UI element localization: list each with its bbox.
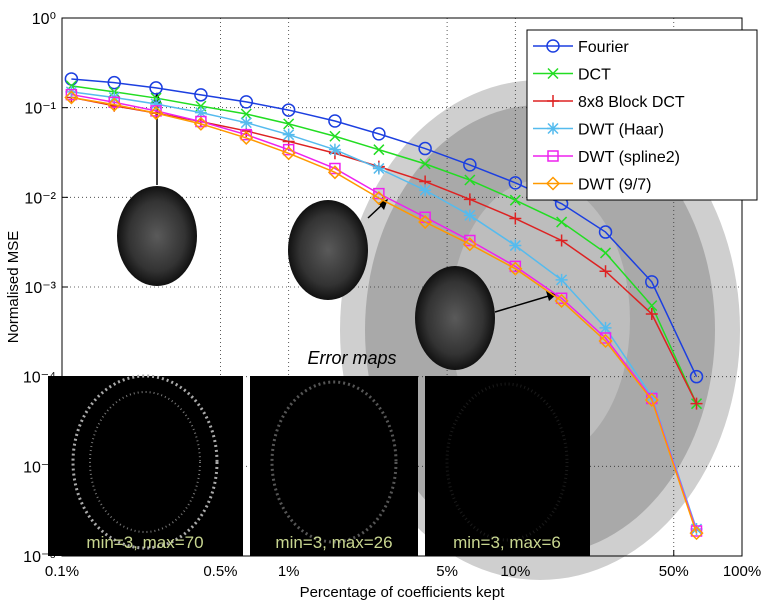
- marker: [283, 118, 295, 130]
- marker: [150, 97, 163, 110]
- marker: [599, 265, 612, 278]
- x-tick-label: 5%: [436, 563, 458, 580]
- marker: [281, 103, 296, 117]
- marker: [645, 307, 658, 320]
- marker: [107, 97, 122, 112]
- marker: [509, 212, 522, 225]
- marker: [149, 81, 163, 95]
- marker: [547, 122, 559, 135]
- marker: [556, 216, 568, 228]
- x-tick-label: 50%: [659, 563, 689, 580]
- y-tick-label: 10⁰: [32, 11, 56, 28]
- marker: [546, 39, 560, 53]
- marker: [418, 214, 433, 230]
- marker: [689, 526, 704, 541]
- map-label: min=3, max=6: [453, 533, 561, 552]
- marker: [690, 397, 703, 410]
- marker: [149, 106, 164, 121]
- marker: [598, 225, 613, 239]
- x-tick-label: 0.5%: [203, 563, 237, 580]
- marker: [646, 300, 658, 312]
- marker: [508, 261, 523, 276]
- marker: [554, 293, 569, 308]
- legend-label: DCT: [578, 67, 611, 84]
- marker: [462, 237, 477, 252]
- marker: [463, 158, 477, 172]
- x-tick-label: 10%: [500, 563, 530, 580]
- series-line: [71, 78, 698, 377]
- marker: [282, 128, 295, 141]
- marker: [600, 247, 612, 259]
- images: [48, 92, 590, 556]
- marker: [547, 150, 559, 162]
- marker: [193, 116, 208, 131]
- x-tick-label: 100%: [723, 563, 761, 580]
- marker: [418, 141, 432, 156]
- marker: [689, 369, 704, 384]
- axes-frame: [61, 17, 743, 557]
- legend-label: 8x8 Block DCT: [578, 94, 685, 111]
- marker: [545, 176, 561, 191]
- marker: [240, 108, 252, 120]
- map-label: min=3, max=70: [86, 533, 203, 552]
- series-line: [71, 96, 698, 534]
- plot: 0.1% 0.5% 1% 5% 10% 50% 100% 10⁰ 10⁻¹ 10⁻² 10⁻³ 10⁻…: [23, 11, 761, 580]
- y-tick-label: 10⁻⁴: [23, 370, 56, 387]
- marker: [463, 209, 476, 222]
- marker: [508, 176, 523, 190]
- marker: [645, 390, 658, 403]
- x-tick-label: 1%: [278, 563, 300, 580]
- legend-label: Fourier: [578, 39, 629, 56]
- marker: [372, 127, 386, 141]
- x-tick-label: 0.1%: [45, 563, 79, 580]
- marker: [372, 162, 385, 175]
- marker: [598, 333, 613, 349]
- y-tick-label: 10⁻⁵: [23, 459, 56, 476]
- marker: [239, 95, 254, 109]
- marker: [509, 194, 521, 206]
- marker: [419, 184, 432, 197]
- marker: [509, 239, 522, 252]
- marker: [599, 321, 612, 334]
- marker: [64, 90, 79, 105]
- marker: [419, 158, 431, 170]
- y-tick-label: 10⁻⁶: [23, 549, 56, 566]
- map-label: min=3, max=26: [275, 533, 392, 552]
- marker: [547, 67, 559, 80]
- y-tick-label: 10⁻¹: [24, 101, 56, 118]
- y-axis-label: Normalised MSE: [5, 231, 22, 344]
- marker: [281, 146, 296, 161]
- y-tick-label: 10⁻²: [24, 190, 56, 207]
- annotation-heading: Error maps: [307, 348, 396, 368]
- marker: [329, 130, 341, 142]
- marker: [371, 191, 386, 206]
- y-tick-label: 10⁻³: [24, 280, 56, 297]
- legend-label: DWT (Haar): [578, 122, 664, 139]
- marker: [555, 234, 568, 247]
- marker: [240, 116, 253, 129]
- series-line: [71, 93, 698, 532]
- x-axis-label: Percentage of coefficients kept: [300, 584, 506, 601]
- marker: [107, 75, 121, 90]
- marker: [555, 273, 568, 286]
- marker: [645, 275, 659, 289]
- marker: [327, 165, 342, 180]
- marker: [328, 143, 341, 156]
- marker: [373, 144, 385, 156]
- marker: [194, 106, 207, 119]
- legend-label: DWT (9/7): [578, 177, 651, 194]
- legend: Fourier DCT 8x8 Block DCT DWT (Haar) DWT (sp…: [526, 29, 758, 201]
- marker: [328, 114, 342, 128]
- marker: [194, 88, 208, 102]
- marker: [547, 95, 559, 107]
- marker: [463, 193, 476, 206]
- marker: [464, 174, 476, 186]
- legend-label: DWT (spline2): [578, 149, 680, 166]
- marker: [239, 130, 254, 145]
- marker: [644, 392, 659, 408]
